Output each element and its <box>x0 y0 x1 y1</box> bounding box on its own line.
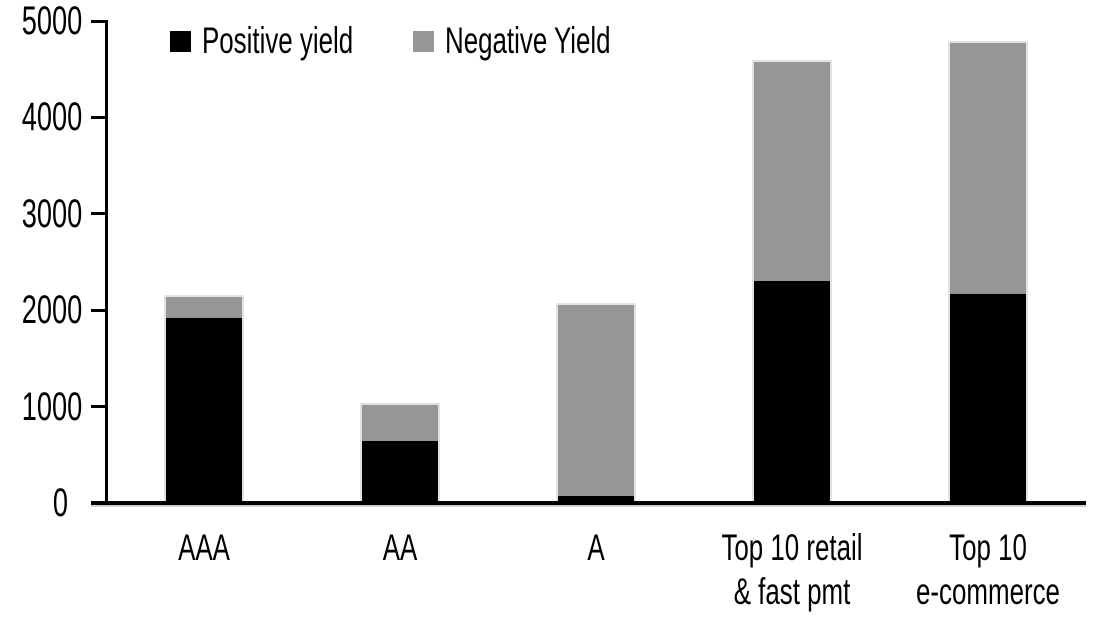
y-tick-label: 2000 <box>21 288 83 333</box>
y-tick-label: 4000 <box>21 95 83 140</box>
x-category-label: AAA <box>178 527 230 568</box>
x-category-label: Top 10 e-commerce <box>916 527 1060 612</box>
bar-segment-negative-yield <box>754 62 830 282</box>
bar-segment-positive-yield <box>950 293 1026 501</box>
y-tick-mark <box>91 405 106 409</box>
y-tick-label: 3000 <box>21 191 83 236</box>
bar-stack <box>948 41 1028 501</box>
y-axis-line <box>105 20 108 505</box>
legend-item-positive-yield: Positive yield <box>170 20 418 61</box>
y-tick-mark <box>91 19 106 23</box>
bar-segment-negative-yield <box>166 296 242 318</box>
y-tick-label: 5000 <box>21 0 83 43</box>
x-category-label: A <box>587 527 605 568</box>
bar-stack <box>752 60 832 501</box>
bar-segment-positive-yield <box>362 441 438 501</box>
legend-item-negative-yield: Negative Yield <box>413 20 682 61</box>
bar-stack <box>556 303 636 501</box>
legend-label-negative-yield: Negative Yield <box>445 20 611 61</box>
bar-segment-positive-yield <box>166 317 242 501</box>
x-category-label: Top 10 retail & fast pmt <box>721 527 863 612</box>
positive-yield-swatch-icon <box>170 30 191 52</box>
y-tick-label: 1000 <box>21 384 83 429</box>
y-tick-mark <box>91 308 106 312</box>
bar-stack <box>360 402 440 501</box>
negative-yield-swatch-icon <box>413 30 434 52</box>
bar-segment-negative-yield <box>558 305 634 497</box>
x-category-label: AA <box>382 527 418 568</box>
bar-segment-negative-yield <box>950 43 1026 294</box>
x-axis-line <box>91 501 1086 505</box>
bar-segment-positive-yield <box>558 496 634 501</box>
bar-segment-positive-yield <box>754 281 830 501</box>
bar-stack <box>164 294 244 501</box>
legend-label-positive-yield: Positive yield <box>202 20 354 61</box>
x-axis-shadow-line <box>91 505 1086 507</box>
y-tick-mark <box>91 115 106 119</box>
y-tick-label: 0 <box>52 481 68 525</box>
y-tick-mark <box>91 212 106 216</box>
bar-segment-negative-yield <box>362 404 438 442</box>
